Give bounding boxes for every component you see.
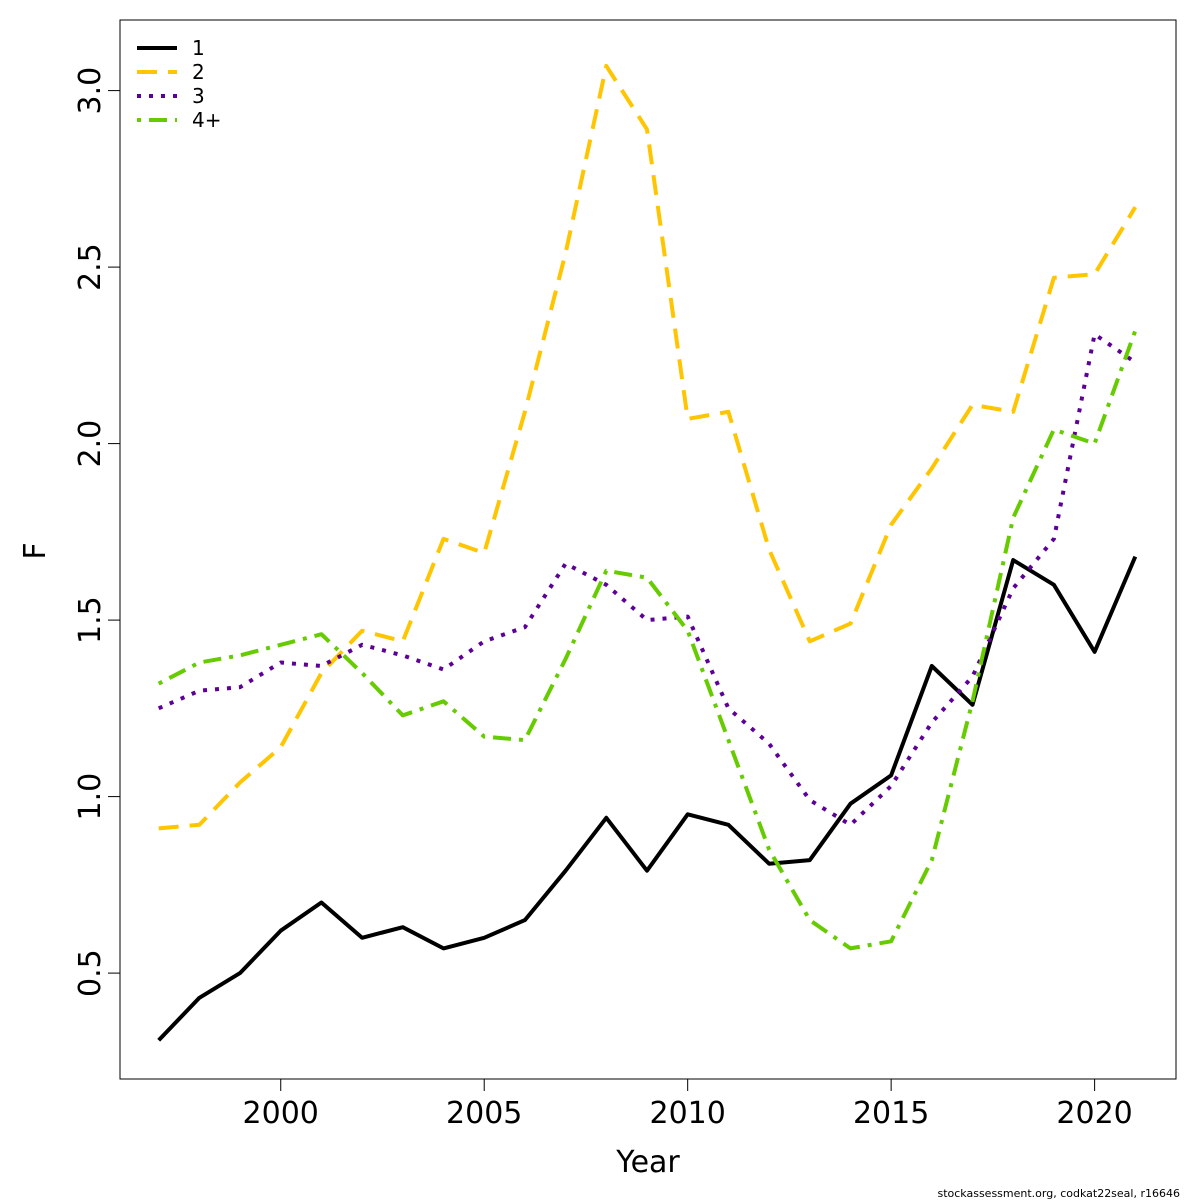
- x-tick-label: 2000: [243, 1096, 319, 1131]
- credit-text: stockassessment.org, codkat22seal, r1664…: [937, 1187, 1180, 1200]
- legend-label-0: 1: [192, 36, 205, 60]
- y-axis-title: F: [18, 542, 53, 559]
- series-line-3: [157, 329, 1138, 951]
- x-tick-label: 2005: [446, 1096, 522, 1131]
- legend-label-1: 2: [192, 60, 205, 84]
- legend-label-2: 3: [192, 84, 205, 108]
- y-tick-label: 0.5: [73, 949, 108, 997]
- series-layer: [157, 63, 1138, 1042]
- x-tick-label: 2010: [649, 1096, 725, 1131]
- y-tick-label: 1.5: [73, 596, 108, 644]
- legend-label-3: 4+: [192, 108, 221, 132]
- y-tick-label: 3.0: [73, 67, 108, 115]
- series-line-1: [158, 63, 1138, 831]
- x-axis-title: Year: [615, 1145, 680, 1180]
- y-tick-label: 1.0: [73, 773, 108, 821]
- x-axis: 2000 2005 2010 2015 2020: [243, 1078, 1133, 1131]
- x-tick-label: 2015: [853, 1096, 929, 1131]
- y-axis: 0.5 1.0 1.5 2.0 2.5 3.0: [73, 67, 121, 997]
- x-tick-label: 2020: [1056, 1096, 1132, 1131]
- series-line-0: [157, 555, 1138, 1042]
- y-tick-label: 2.5: [73, 243, 108, 291]
- y-tick-label: 2.0: [73, 420, 108, 468]
